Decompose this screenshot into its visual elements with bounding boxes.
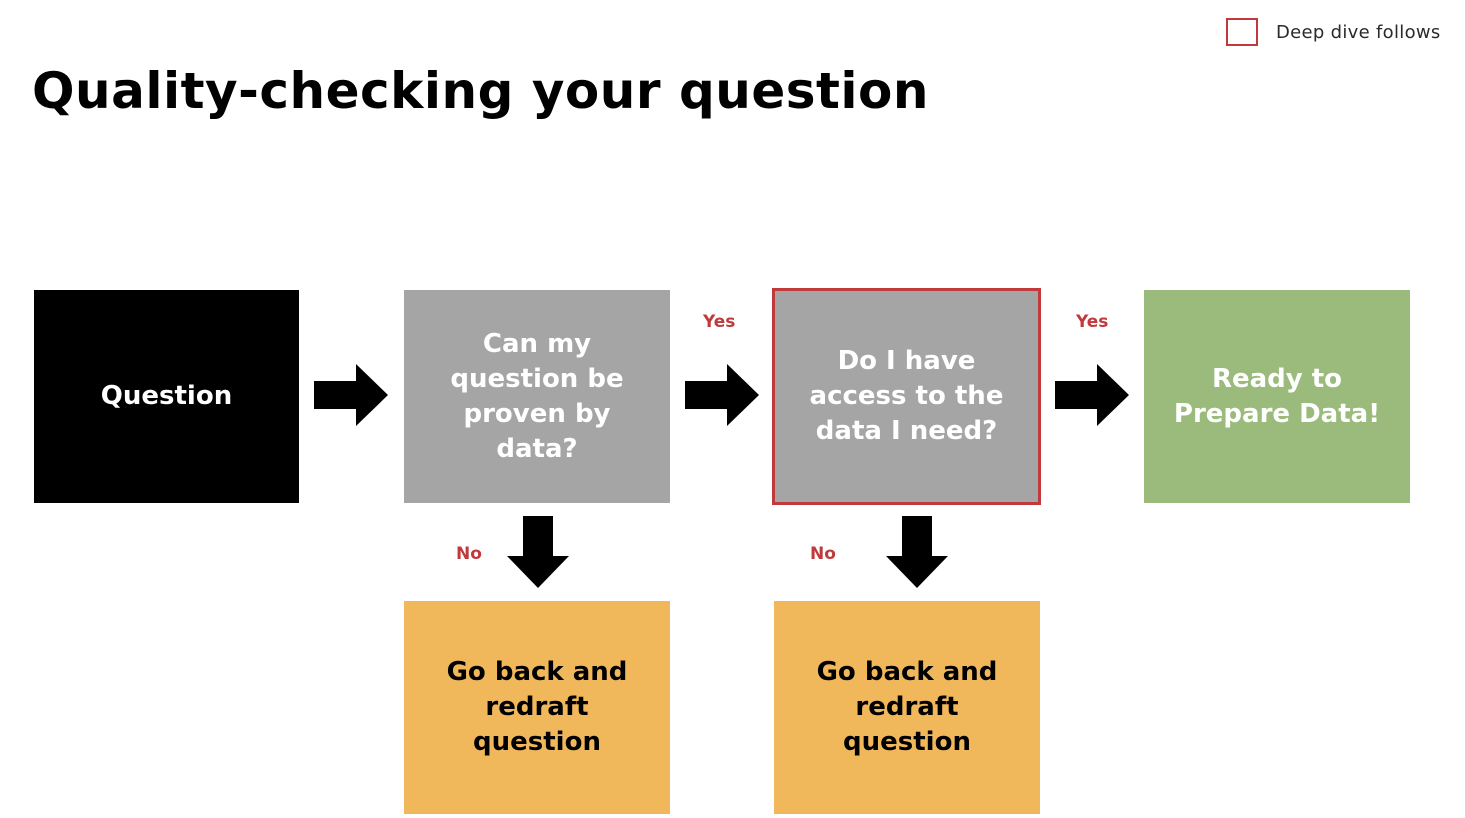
node-question: Question — [34, 290, 299, 503]
edge-label-yes-1: Yes — [703, 312, 736, 332]
edge-label-no-1: No — [456, 544, 482, 564]
node-data-access: Do I have access to the data I need? — [772, 288, 1041, 505]
page-title: Quality-checking your question — [32, 62, 929, 120]
legend: Deep dive follows — [1226, 18, 1441, 46]
edge-label-no-2: No — [810, 544, 836, 564]
arrow-right-icon — [314, 364, 388, 426]
arrow-down-icon — [507, 516, 569, 588]
node-redraft-question-1: Go back and redraft question — [404, 601, 670, 814]
legend-label: Deep dive follows — [1276, 21, 1441, 43]
arrow-down-icon — [886, 516, 948, 588]
arrow-right-icon — [685, 364, 759, 426]
node-redraft-question-2: Go back and redraft question — [774, 601, 1040, 814]
node-ready-to-prepare: Ready to Prepare Data! — [1144, 290, 1410, 503]
node-provable-by-data: Can my question be proven by data? — [404, 290, 670, 503]
edge-label-yes-2: Yes — [1076, 312, 1109, 332]
deep-dive-legend-swatch — [1226, 18, 1258, 46]
arrow-right-icon — [1055, 364, 1129, 426]
